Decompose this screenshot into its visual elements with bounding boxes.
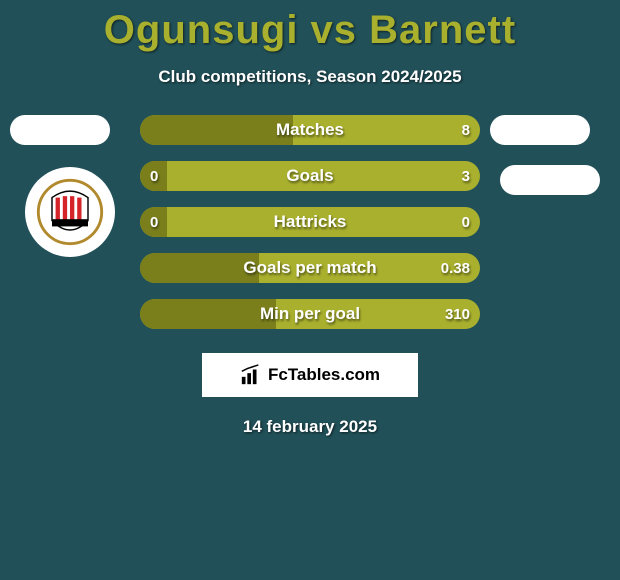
stat-bar: 0Hattricks0	[140, 207, 480, 237]
stat-label: Goals	[140, 166, 480, 186]
stat-value-right: 0.38	[441, 260, 470, 277]
stat-bar-fill-left	[140, 115, 293, 145]
stat-bar-fill-left	[140, 161, 167, 191]
fctables-watermark[interactable]: FcTables.com	[202, 353, 418, 397]
sunderland-crest-icon	[34, 176, 106, 248]
watermark-text: FcTables.com	[268, 365, 380, 385]
stat-value-right: 0	[462, 214, 470, 231]
stat-bars: Matches80Goals30Hattricks0Goals per matc…	[140, 115, 480, 329]
stat-bar: Min per goal310	[140, 299, 480, 329]
stat-value-right: 310	[445, 306, 470, 323]
player-badge-slot-left-top	[10, 115, 110, 145]
player-badge-slot-right-mid	[500, 165, 600, 195]
bar-chart-icon	[240, 364, 262, 386]
club-crest	[25, 167, 115, 257]
player-badge-slot-right-top	[490, 115, 590, 145]
stat-bar: 0Goals3	[140, 161, 480, 191]
page-subtitle: Club competitions, Season 2024/2025	[0, 67, 620, 87]
footer-date: 14 february 2025	[0, 417, 620, 437]
stat-bar-fill-left	[140, 207, 167, 237]
stat-bar: Goals per match0.38	[140, 253, 480, 283]
page-title: Ogunsugi vs Barnett	[0, 0, 620, 53]
stat-label: Hattricks	[140, 212, 480, 232]
stat-value-right: 8	[462, 122, 470, 139]
stat-value-right: 3	[462, 168, 470, 185]
stat-bar-fill-left	[140, 253, 259, 283]
stat-bar: Matches8	[140, 115, 480, 145]
stat-bar-fill-left	[140, 299, 276, 329]
comparison-stage: Matches80Goals30Hattricks0Goals per matc…	[0, 115, 620, 329]
